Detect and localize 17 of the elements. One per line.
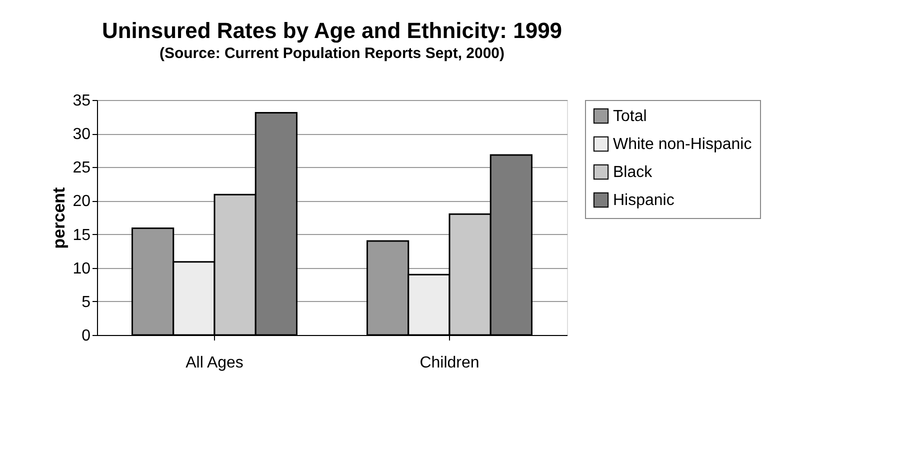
y-tick-label: 30 xyxy=(72,126,91,144)
x-tick-label: All Ages xyxy=(186,354,244,372)
y-axis-title: percent xyxy=(50,186,69,249)
chart-title: Uninsured Rates by Age and Ethnicity: 1999 xyxy=(102,18,562,43)
legend-label: Black xyxy=(613,164,654,181)
y-tick-label: 25 xyxy=(72,160,91,177)
y-tick-label: 20 xyxy=(72,193,91,210)
legend-label: Hispanic xyxy=(613,192,674,209)
x-tick-label: Children xyxy=(420,354,480,372)
y-tick-label: 10 xyxy=(72,260,91,278)
chart-subtitle: (Source: Current Population Reports Sept, 2000) xyxy=(159,45,505,62)
y-tick-label: 35 xyxy=(72,92,91,110)
y-tick-label: 15 xyxy=(72,226,91,244)
y-tick-label: 5 xyxy=(82,294,91,311)
legend-label: Total xyxy=(613,108,647,125)
y-tick-label: 0 xyxy=(82,328,91,344)
legend-label: White non-Hispanic xyxy=(613,136,752,153)
